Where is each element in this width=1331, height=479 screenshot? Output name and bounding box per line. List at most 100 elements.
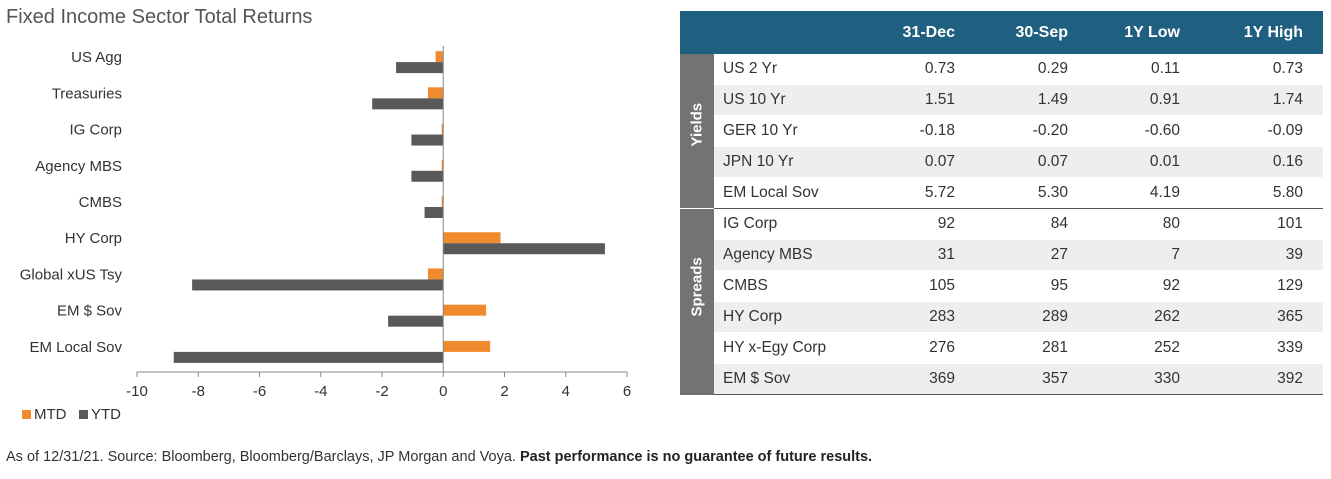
table-cell: 1.74	[1200, 84, 1323, 116]
row-label: GER 10 Yr	[714, 115, 859, 147]
table-cell: 5.80	[1200, 177, 1323, 209]
row-label: EM Local Sov	[714, 177, 859, 209]
table-row: JPN 10 Yr 0.07 0.07 0.01 0.16	[680, 146, 1323, 178]
bar-mtd	[441, 159, 444, 171]
table-cell: 262	[1088, 301, 1200, 333]
table-cell: 0.73	[859, 54, 975, 85]
table-cell: 369	[859, 363, 975, 395]
bar-ytd	[443, 243, 605, 255]
category-label: HY Corp	[65, 230, 122, 247]
table-cell: 0.16	[1200, 146, 1323, 178]
legend-swatch-mtd	[22, 410, 31, 419]
x-tick-label: -10	[126, 383, 148, 400]
table-cell: 330	[1088, 363, 1200, 395]
bar-mtd	[427, 268, 444, 280]
table-cell: 4.19	[1088, 177, 1200, 209]
row-label: US 2 Yr	[714, 54, 859, 85]
table-cell: 7	[1088, 239, 1200, 271]
chart-title: Fixed Income Sector Total Returns	[6, 6, 313, 28]
category-label: US Agg	[71, 49, 122, 66]
table-header-30-sep: 30-Sep	[975, 11, 1088, 54]
category-label: EM Local Sov	[29, 339, 122, 356]
x-tick-label: -6	[253, 383, 266, 400]
table-cell: 1.51	[859, 84, 975, 116]
table-cell: 392	[1200, 363, 1323, 395]
table-cell: -0.18	[859, 115, 975, 147]
table-row: EM Local Sov 5.72 5.30 4.19 5.80	[680, 177, 1323, 209]
table-cell: 101	[1200, 208, 1323, 240]
table-row: HY Corp 283 289 262 365	[680, 301, 1323, 333]
table-cell: 105	[859, 270, 975, 302]
table-cell: -0.20	[975, 115, 1088, 147]
bar-mtd	[435, 51, 444, 63]
legend-label-mtd: MTD	[34, 406, 67, 423]
row-label: CMBS	[714, 270, 859, 302]
bar-ytd	[424, 207, 444, 218]
table-row: Agency MBS 31 27 7 39	[680, 239, 1323, 271]
table-cell: 0.91	[1088, 84, 1200, 116]
table-header-31-dec: 31-Dec	[859, 11, 975, 54]
legend-label-ytd: YTD	[91, 406, 121, 423]
table-cell: 39	[1200, 239, 1323, 271]
table-cell: 1.49	[975, 84, 1088, 116]
bar-mtd	[441, 196, 444, 207]
table-cell: 92	[1088, 270, 1200, 302]
footnote-text: As of 12/31/21. Source: Bloomberg, Bloom…	[6, 449, 520, 465]
table-cell: 129	[1200, 270, 1323, 302]
row-label: IG Corp	[714, 208, 859, 240]
bar-ytd	[192, 279, 444, 291]
x-tick-label: 2	[500, 383, 508, 400]
category-label: Agency MBS	[35, 158, 122, 175]
section-label: Yields	[688, 102, 706, 146]
bar-mtd	[443, 232, 501, 244]
table-cell: 80	[1088, 208, 1200, 240]
bar-mtd	[427, 87, 444, 99]
category-label: CMBS	[79, 194, 122, 211]
bar-mtd	[441, 123, 444, 135]
table-cell: 5.72	[859, 177, 975, 209]
bar-ytd	[173, 351, 444, 363]
table-row: GER 10 Yr -0.18 -0.20 -0.60 -0.09	[680, 115, 1323, 147]
bar-ytd	[396, 62, 444, 74]
section-label-cell: Spreads	[680, 208, 714, 395]
table-cell: 252	[1088, 332, 1200, 364]
table-cell: 283	[859, 301, 975, 333]
table-row: EM $ Sov 369 357 330 392	[680, 363, 1323, 395]
table-row: US 10 Yr 1.51 1.49 0.91 1.74	[680, 84, 1323, 116]
x-tick-label: 0	[439, 383, 447, 400]
table-row: Yields US 2 Yr 0.73 0.29 0.11 0.73	[680, 54, 1323, 209]
table-cell: 0.01	[1088, 146, 1200, 178]
footnote-disclaimer: Past performance is no guarantee of futu…	[519, 449, 873, 465]
bar-ytd	[388, 315, 444, 327]
x-tick-label: -2	[375, 383, 388, 400]
table-cell: 92	[859, 208, 975, 240]
bar-ytd	[372, 98, 444, 110]
table-header-1y-high: 1Y High	[1200, 11, 1323, 54]
bar-chart: US Agg Treasuries IG Corp Agency MBS CMBS HY …	[20, 46, 631, 423]
row-label: JPN 10 Yr	[714, 146, 859, 178]
x-tick-label: 6	[623, 383, 631, 400]
footnote: As of 12/31/21. Source: Bloomberg, Bloom…	[6, 449, 872, 465]
table-cell: -0.60	[1088, 115, 1200, 147]
table-header-blank	[714, 11, 859, 54]
row-label: Agency MBS	[714, 239, 859, 271]
category-label: EM $ Sov	[57, 303, 123, 320]
table-row: HY x-Egy Corp 276 281 252 339	[680, 332, 1323, 364]
table-cell: 365	[1200, 301, 1323, 333]
table-cell: 0.73	[1200, 54, 1323, 85]
x-tick-label: -8	[192, 383, 205, 400]
table-cell: 95	[975, 270, 1088, 302]
table-cell: 0.29	[975, 54, 1088, 85]
category-label: Treasuries	[52, 85, 122, 102]
table-cell: 0.07	[859, 146, 975, 178]
x-tick-label: 4	[562, 383, 570, 400]
table-header-blank	[680, 11, 714, 54]
table-header-row: 31-Dec 30-Sep 1Y Low 1Y High	[680, 11, 1323, 54]
category-label: Global xUS Tsy	[20, 266, 123, 283]
bar-mtd	[443, 340, 491, 352]
row-label: HY x-Egy Corp	[714, 332, 859, 364]
table-cell: 31	[859, 239, 975, 271]
table-cell: 289	[975, 301, 1088, 333]
table-cell: 0.11	[1088, 54, 1200, 85]
row-label: US 10 Yr	[714, 84, 859, 116]
